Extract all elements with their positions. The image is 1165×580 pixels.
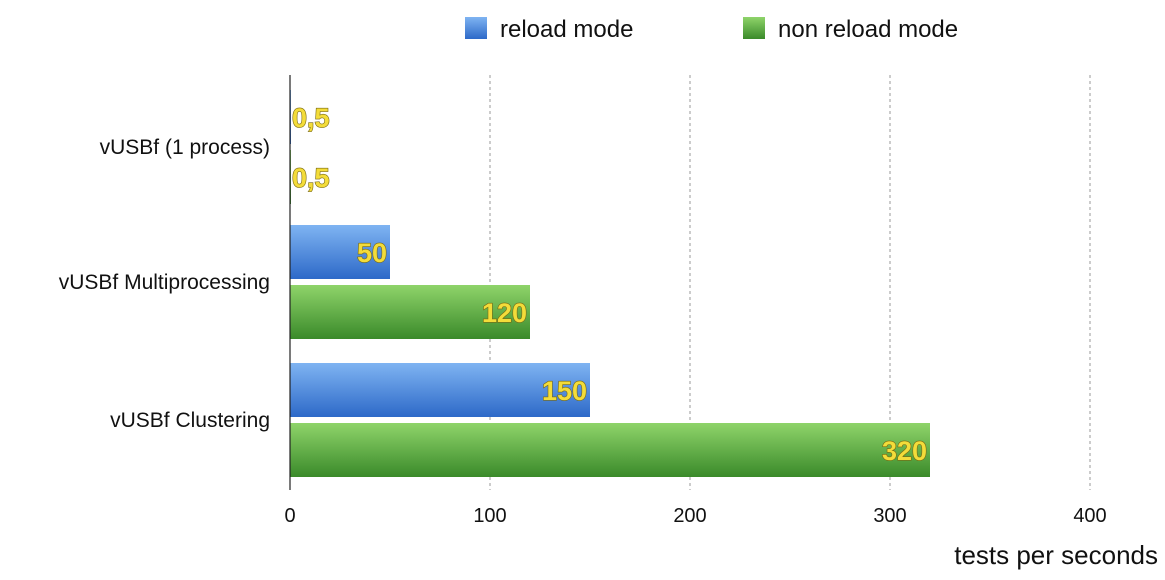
data-label-non-reload-0: 0,5 bbox=[292, 163, 330, 193]
bar-reload-2 bbox=[290, 363, 590, 417]
legend-swatch-reload-mode bbox=[465, 17, 487, 39]
bar-reload-1 bbox=[290, 225, 390, 279]
data-label-reload-2: 150 bbox=[542, 376, 587, 406]
legend-label-reload-mode: reload mode bbox=[500, 16, 633, 43]
data-label-non-reload-1: 120 bbox=[482, 298, 527, 328]
data-label-non-reload-2: 320 bbox=[882, 436, 927, 466]
legend: reload mode non reload mode bbox=[465, 16, 958, 43]
x-tick-labels: 0 100 200 300 400 bbox=[284, 505, 1106, 527]
data-label-reload-0: 0,5 bbox=[292, 103, 330, 133]
bars bbox=[290, 90, 930, 477]
data-labels: 0,5 0,5 50 120 150 320 bbox=[291, 102, 927, 466]
x-tick-label-400: 400 bbox=[1073, 505, 1106, 527]
x-axis-title: tests per seconds bbox=[954, 540, 1158, 570]
bar-non-reload-1 bbox=[290, 285, 530, 339]
bar-non-reload-2 bbox=[290, 423, 930, 477]
category-labels: vUSBf (1 process) vUSBf Multiprocessing vU… bbox=[59, 136, 270, 432]
category-label-2: vUSBf Clustering bbox=[110, 409, 270, 432]
x-tick-label-200: 200 bbox=[673, 505, 706, 527]
legend-swatch-non-reload-mode bbox=[743, 17, 765, 39]
x-tick-label-100: 100 bbox=[473, 505, 506, 527]
category-label-1: vUSBf Multiprocessing bbox=[59, 271, 270, 294]
legend-label-non-reload-mode: non reload mode bbox=[778, 16, 958, 43]
x-tick-label-300: 300 bbox=[873, 505, 906, 527]
data-label-reload-1: 50 bbox=[357, 238, 387, 268]
x-tick-label-0: 0 bbox=[284, 505, 295, 527]
category-label-0: vUSBf (1 process) bbox=[100, 136, 270, 159]
